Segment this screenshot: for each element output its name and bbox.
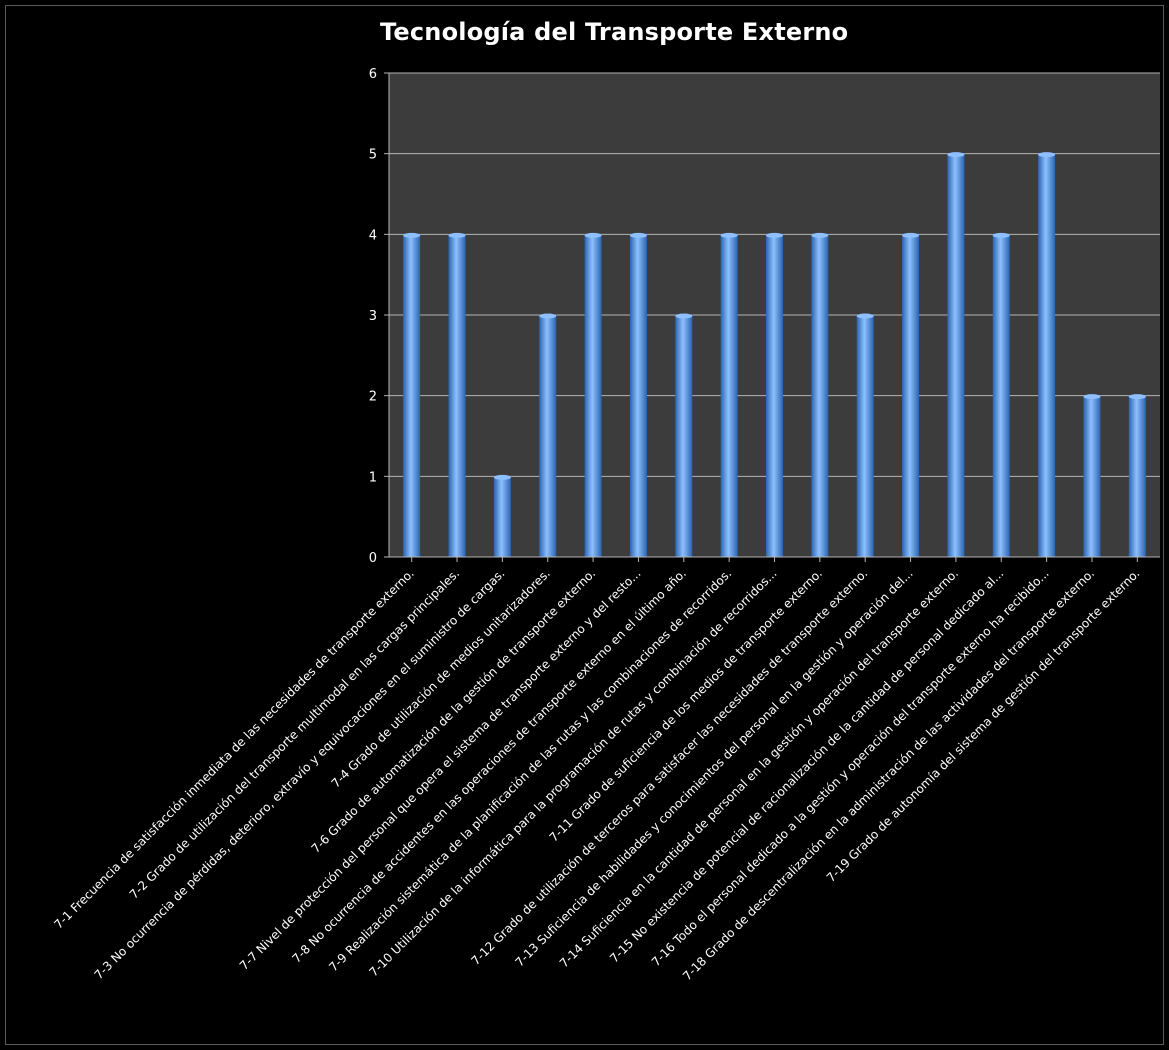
category-labels: 7-1 Frecuencia de satisfacción inmediata… [51, 566, 1142, 983]
bar [947, 152, 965, 557]
bar [403, 232, 421, 558]
bar-body [1083, 395, 1101, 557]
bar-body [856, 315, 874, 557]
bar-cap [902, 232, 920, 238]
bar-body [947, 153, 965, 557]
bar-cap [811, 232, 829, 238]
bar-cap [584, 232, 602, 238]
bar-body [403, 234, 421, 558]
y-tick-label: 2 [369, 390, 377, 405]
bar-cap [947, 152, 965, 158]
y-tick-label: 0 [369, 551, 377, 566]
bar-body [1128, 395, 1146, 557]
bar-cap [403, 232, 421, 238]
bar [720, 232, 738, 558]
bar [1083, 394, 1101, 557]
bar [856, 313, 874, 557]
bar-cap [720, 232, 738, 238]
y-tick-label: 4 [369, 228, 377, 243]
bars [403, 152, 1146, 558]
bar [493, 474, 511, 557]
bar-cap [539, 313, 557, 319]
bar-cap [493, 474, 511, 480]
y-tick-label: 6 [369, 67, 377, 82]
bar [902, 232, 920, 558]
bar-body [584, 234, 602, 558]
y-tick-label: 5 [369, 148, 377, 163]
bar-body [675, 315, 693, 557]
bar-body [902, 234, 920, 558]
bar-body [493, 476, 511, 557]
bar-body [720, 234, 738, 558]
bar-body [811, 234, 829, 558]
bar [629, 232, 647, 558]
bar-cap [856, 313, 874, 319]
bar [1128, 394, 1146, 557]
bar-body [766, 234, 783, 558]
bar-cap [629, 232, 647, 238]
bar [1038, 152, 1056, 557]
bar [811, 232, 829, 558]
bar-body [629, 234, 647, 558]
bar-cap [1128, 394, 1146, 400]
x-category-label: 7-4 Grado de utilización de medios unita… [329, 566, 553, 790]
bar-body [539, 315, 557, 557]
bar-body [1038, 153, 1056, 557]
bar-cap [675, 313, 693, 319]
y-tick-label: 3 [369, 309, 377, 324]
bar [448, 232, 466, 558]
bar [539, 313, 557, 557]
bar-cap [766, 232, 783, 238]
bar-body [992, 234, 1010, 558]
bar-cap [1083, 394, 1101, 400]
bar-body [448, 234, 466, 558]
bar [992, 232, 1010, 558]
bar [766, 232, 783, 558]
axes: 0 1 2 3 4 5 6 [369, 67, 1160, 566]
bar-cap [992, 232, 1010, 238]
y-tick-label: 1 [369, 470, 377, 485]
chart-title: Tecnología del Transporte Externo [380, 18, 849, 46]
bar-cap [1038, 152, 1056, 158]
bar [584, 232, 602, 558]
bar [675, 313, 693, 557]
bar-cap [448, 232, 466, 238]
